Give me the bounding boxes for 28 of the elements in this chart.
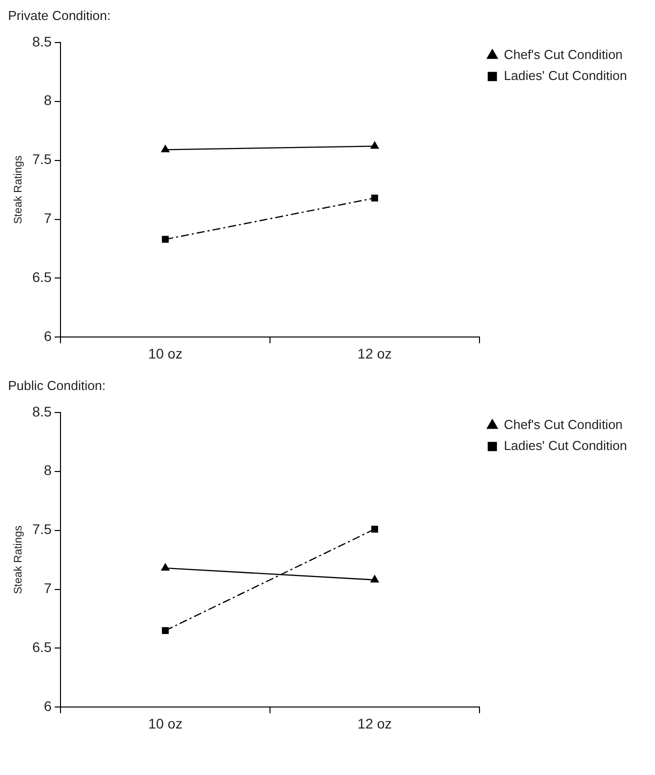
y-tick-label: 6 (44, 698, 52, 714)
x-tick-label: 12 oz (358, 715, 392, 732)
point (162, 627, 169, 634)
x-tick-label: 10 oz (148, 715, 182, 732)
point (371, 526, 378, 533)
point (371, 194, 378, 202)
y-tick-label: 7.5 (32, 151, 52, 168)
legend-label: Chef's Cut Condition (504, 47, 623, 62)
y-tick-label: 8 (44, 92, 52, 108)
y-tick-label: 7.5 (32, 521, 52, 538)
legend-label: Ladies' Cut Condition (504, 438, 627, 454)
y-axis-title: Steak Ratings (12, 525, 25, 594)
y-tick-label: 6 (44, 328, 52, 344)
y-tick-label: 6.5 (32, 269, 52, 286)
point (162, 236, 169, 243)
y-tick-label: 8.5 (32, 33, 52, 50)
chart-title: Public Condition: (8, 378, 107, 393)
y-tick-label: 8 (44, 462, 52, 478)
x-tick-label: 10 oz (148, 345, 182, 362)
x-tick-label: 12 oz (358, 345, 392, 362)
y-tick-label: 6.5 (32, 639, 52, 656)
y-tick-label: 7 (44, 210, 52, 226)
y-tick-label: 8.5 (32, 403, 52, 420)
y-axis-title: Steak Ratings (12, 155, 25, 224)
chart-title: Private Condition: (8, 8, 112, 23)
legend-label: Chef's Cut Condition (504, 417, 623, 432)
legend-label: Ladies' Cut Condition (504, 68, 627, 84)
y-tick-label: 7 (44, 580, 52, 596)
